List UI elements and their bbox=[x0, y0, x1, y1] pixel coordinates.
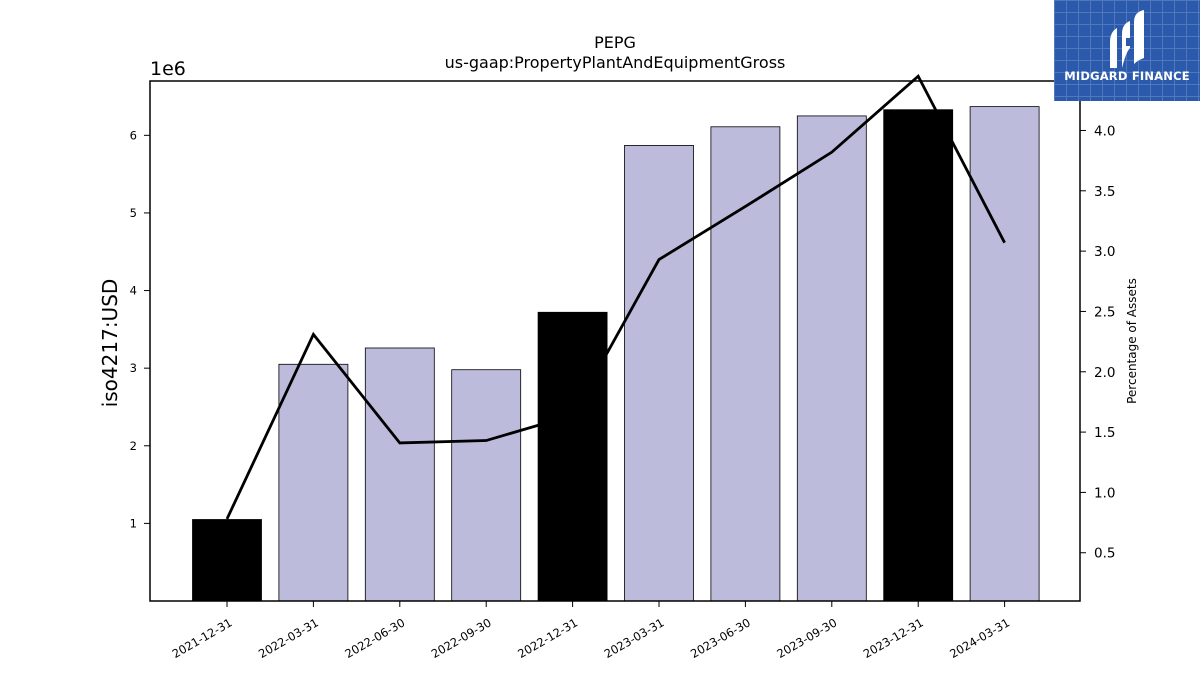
bar-2022-09-30 bbox=[451, 369, 522, 602]
x-tick-label-2023-09-30: 2023-09-30 bbox=[774, 615, 839, 661]
y-tick-label-1: 1 bbox=[130, 516, 137, 530]
y-tick-label-6: 6 bbox=[130, 128, 137, 142]
y-tick-label-5: 5 bbox=[130, 206, 137, 220]
percentage-of-assets-line bbox=[225, 73, 1006, 520]
x-tick-label-2022-09-30: 2022-09-30 bbox=[429, 615, 494, 661]
bar-2021-12-31 bbox=[192, 519, 262, 602]
bar-2024-03-31 bbox=[969, 106, 1040, 602]
y2-tick-label-4.0: 4.0 bbox=[1094, 123, 1115, 139]
y-axis-label: iso4217:USD bbox=[98, 279, 122, 408]
logo-text: MIDGARD FINANCE bbox=[1064, 69, 1190, 83]
chart-subtitle: us-gaap:PropertyPlantAndEquipmentGross bbox=[445, 53, 786, 72]
y2-tick-label-2.0: 2.0 bbox=[1094, 365, 1115, 381]
y-offset-label: 1e6 bbox=[150, 58, 186, 80]
plot-frame bbox=[149, 80, 1081, 602]
y2-tick-label-3.5: 3.5 bbox=[1094, 184, 1115, 200]
bar-2023-03-31 bbox=[624, 145, 694, 602]
y2-axis-label: Percentage of Assets bbox=[1125, 278, 1139, 404]
midgard-logo-icon bbox=[1110, 10, 1144, 68]
bar-2023-12-31 bbox=[883, 109, 954, 602]
y2-tick-label-1.0: 1.0 bbox=[1094, 485, 1115, 501]
y2-tick-label-1.5: 1.5 bbox=[1094, 425, 1115, 441]
x-tick-label-2023-12-31: 2023-12-31 bbox=[861, 615, 926, 661]
bar-2023-06-30 bbox=[710, 126, 781, 602]
x-tick-label-2022-06-30: 2022-06-30 bbox=[342, 615, 407, 661]
bar-2022-06-30 bbox=[364, 347, 435, 602]
y2-tick-label-3.0: 3.0 bbox=[1094, 244, 1115, 260]
bar-2022-12-31 bbox=[537, 311, 608, 602]
x-tick-label-2023-06-30: 2023-06-30 bbox=[688, 615, 753, 661]
midgard-logo: MIDGARD FINANCE bbox=[1054, 0, 1200, 101]
x-tick-label-2023-03-31: 2023-03-31 bbox=[602, 615, 667, 661]
y2-tick-label-0.5: 0.5 bbox=[1094, 546, 1115, 562]
y-tick-label-2: 2 bbox=[130, 439, 137, 453]
y-tick-label-3: 3 bbox=[130, 361, 137, 375]
y-tick-label-4: 4 bbox=[130, 284, 137, 298]
x-tick-label-2022-03-31: 2022-03-31 bbox=[256, 615, 321, 661]
bar-2022-03-31 bbox=[278, 363, 349, 602]
x-tick-label-2022-12-31: 2022-12-31 bbox=[515, 615, 580, 661]
x-tick-label-2024-03-31: 2024-03-31 bbox=[947, 615, 1012, 661]
y2-tick-label-2.5: 2.5 bbox=[1094, 304, 1115, 320]
bar-2023-09-30 bbox=[796, 115, 867, 602]
x-tick-label-2021-12-31: 2021-12-31 bbox=[170, 615, 235, 661]
chart-title: PEPG bbox=[594, 33, 636, 52]
